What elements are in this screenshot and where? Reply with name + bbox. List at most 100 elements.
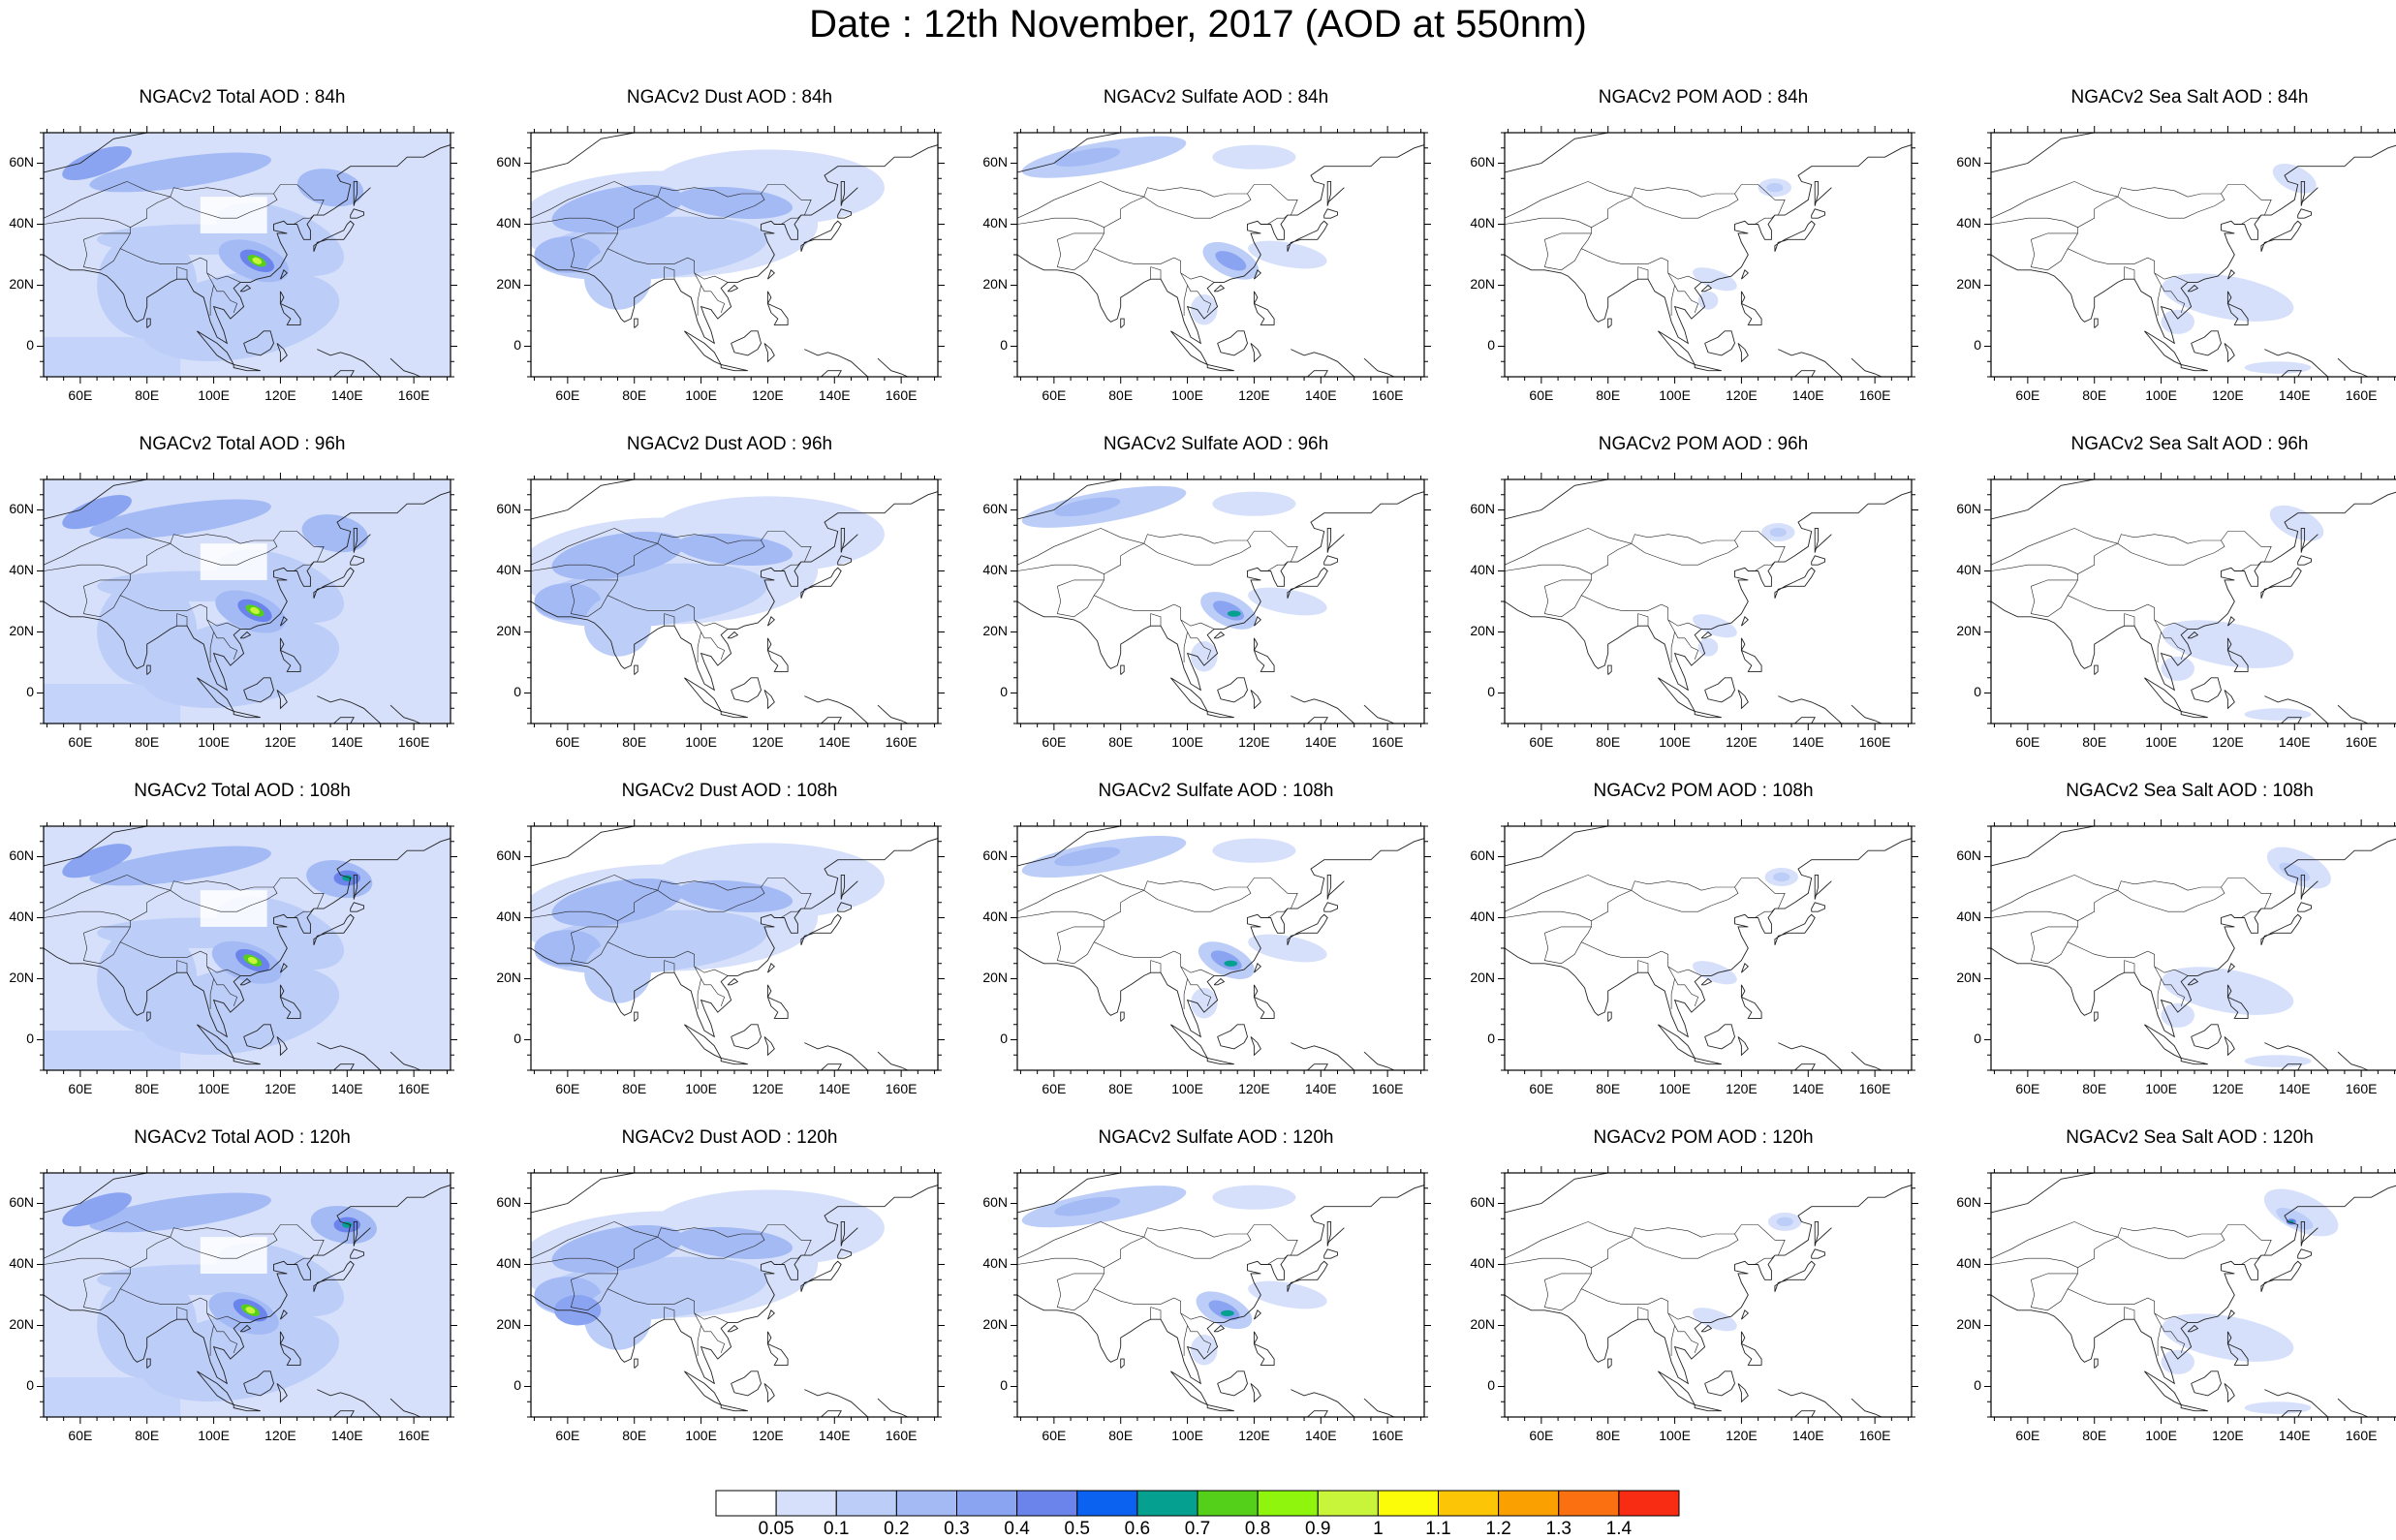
border-line bbox=[2068, 248, 2189, 283]
aod-patch bbox=[2161, 309, 2194, 334]
map-plot: 60N 40N 20N 0 60E 80E 100E 120E 140E 160E bbox=[1470, 1166, 1918, 1443]
border-line bbox=[1544, 531, 1786, 587]
map-panel-total-84h: NGACv2 Total AOD : 84h 60N 40N 20N 0 60E 80E 10… bbox=[0, 87, 484, 426]
tick-marks bbox=[1498, 473, 1918, 730]
lon-tick-label: 120E bbox=[752, 1081, 784, 1096]
coastlines bbox=[44, 826, 451, 1070]
lat-tick-label: 0 bbox=[26, 1377, 34, 1393]
border-line bbox=[607, 941, 729, 976]
border-line bbox=[2031, 878, 2272, 934]
coastline bbox=[720, 1403, 748, 1412]
lon-tick-label: 80E bbox=[1596, 1081, 1620, 1096]
coastline bbox=[763, 343, 775, 363]
aod-patch bbox=[1248, 587, 1327, 616]
border-line bbox=[2031, 1224, 2272, 1280]
border-line bbox=[571, 531, 812, 587]
border-line bbox=[1017, 1257, 1105, 1268]
coastline bbox=[2226, 1309, 2235, 1320]
coastline bbox=[766, 269, 775, 280]
lon-tick-label: 80E bbox=[1108, 1428, 1133, 1443]
tick-marks bbox=[1498, 819, 1918, 1077]
lat-tick-label: 0 bbox=[513, 684, 521, 699]
colorbar-bin bbox=[835, 1490, 897, 1517]
coastline bbox=[2337, 704, 2369, 724]
coastline bbox=[353, 534, 371, 550]
aod-patch bbox=[44, 337, 181, 377]
border-line bbox=[1505, 528, 1632, 566]
coastlines bbox=[531, 826, 938, 1070]
lon-tick-label: 160E bbox=[886, 1081, 918, 1096]
coastline bbox=[766, 616, 775, 627]
coastline bbox=[821, 717, 842, 724]
colorbar-label: 1.1 bbox=[1425, 1519, 1451, 1539]
border-line bbox=[1143, 534, 1248, 544]
tick-marks bbox=[524, 473, 945, 730]
colorbar-label: 0.2 bbox=[884, 1519, 910, 1539]
coastline bbox=[531, 1185, 938, 1385]
lon-tick-label: 80E bbox=[1108, 387, 1133, 403]
coastline bbox=[684, 330, 723, 366]
coastline bbox=[1774, 220, 1816, 252]
coastline bbox=[1774, 913, 1816, 945]
border-line bbox=[1505, 1257, 1592, 1268]
colorbar-bin bbox=[1257, 1490, 1319, 1517]
lat-tick-label: 40N bbox=[496, 909, 521, 924]
lon-tick-label: 80E bbox=[2082, 1428, 2106, 1443]
clean-area bbox=[200, 1237, 267, 1274]
lat-tick-label: 60N bbox=[1470, 154, 1495, 169]
map-plot: 60N 40N 20N 0 60E 80E 100E 120E 140E 160E bbox=[9, 819, 457, 1096]
aod-patch bbox=[551, 531, 684, 580]
aod-patch bbox=[1054, 847, 1121, 867]
border-line bbox=[1755, 1254, 1776, 1265]
coastline bbox=[243, 330, 274, 356]
coastline bbox=[1851, 1051, 1883, 1070]
lat-tick-label: 20N bbox=[1470, 1316, 1495, 1332]
lat-tick-label: 0 bbox=[26, 1031, 34, 1046]
aod-patch bbox=[2161, 1349, 2194, 1374]
coastline bbox=[276, 690, 288, 710]
map-frame bbox=[1990, 825, 2396, 1071]
coastline bbox=[1120, 1358, 1125, 1369]
lon-tick-label: 80E bbox=[622, 387, 646, 403]
border-line bbox=[170, 534, 274, 544]
border-line bbox=[1057, 184, 1298, 240]
border-line bbox=[2157, 978, 2162, 1009]
coastline bbox=[313, 567, 355, 599]
border-line bbox=[209, 631, 214, 662]
map-panel-pom-96h: NGACv2 POM AOD : 96h 60N 40N 20N 0 60E 80E 100E… bbox=[1461, 434, 1945, 773]
coastline bbox=[1851, 1398, 1883, 1417]
colorbar-label: 0.7 bbox=[1184, 1519, 1211, 1539]
coastline bbox=[1607, 664, 1612, 675]
aod-patch bbox=[62, 145, 132, 181]
coastline bbox=[2191, 1024, 2222, 1050]
lon-tick-label: 100E bbox=[685, 1081, 717, 1096]
lat-tick-label: 60N bbox=[9, 847, 34, 863]
lon-tick-label: 60E bbox=[68, 1081, 92, 1096]
aod-patch bbox=[534, 930, 602, 967]
coastline bbox=[333, 1063, 355, 1070]
aod-patch bbox=[675, 186, 793, 219]
lat-tick-label: 20N bbox=[496, 1316, 521, 1332]
border-line bbox=[570, 1273, 618, 1311]
colorbar-bin bbox=[1558, 1490, 1620, 1517]
lon-tick-label: 120E bbox=[2212, 387, 2244, 403]
border-line bbox=[2117, 1227, 2222, 1238]
lon-tick-label: 80E bbox=[135, 387, 159, 403]
lat-tick-label: 0 bbox=[513, 1031, 521, 1046]
aod-patch bbox=[1693, 267, 1737, 292]
aod-patch bbox=[250, 606, 260, 615]
coastline bbox=[2226, 616, 2235, 627]
coastline bbox=[1505, 144, 1912, 345]
lat-tick-label: 20N bbox=[496, 970, 521, 985]
coastline bbox=[2300, 534, 2318, 550]
border-line bbox=[1505, 1221, 1632, 1259]
lon-tick-label: 60E bbox=[68, 734, 92, 750]
border-line bbox=[44, 1221, 171, 1259]
coastline bbox=[1505, 491, 1912, 692]
coastline bbox=[2144, 1371, 2183, 1406]
coastline bbox=[1363, 1398, 1395, 1417]
lon-tick-label: 80E bbox=[135, 734, 159, 750]
lat-tick-label: 40N bbox=[9, 215, 34, 231]
coastline bbox=[1253, 637, 1275, 672]
lat-tick-label: 0 bbox=[1000, 337, 1008, 353]
